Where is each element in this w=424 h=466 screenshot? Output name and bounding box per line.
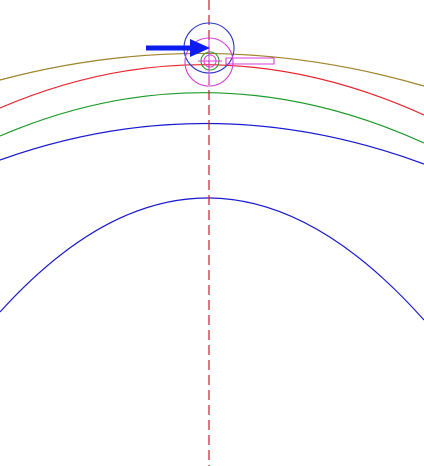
arc-olive: [0, 52, 424, 87]
arc-blue-upper: [0, 122, 424, 165]
tool-marker-icon[interactable]: [183, 22, 275, 87]
arc-blue-lower: [0, 197, 424, 321]
pointer-arrow-icon: [146, 39, 210, 57]
arc-green: [0, 92, 424, 144]
marker-magenta-circle: [184, 37, 234, 87]
arc-red: [0, 64, 424, 116]
marker-tab: [225, 57, 275, 65]
